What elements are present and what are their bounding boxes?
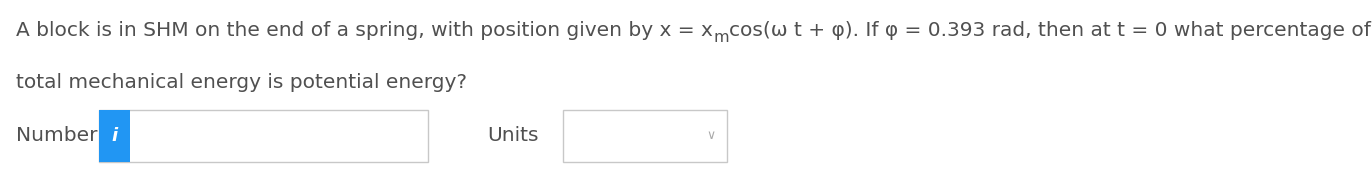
- FancyBboxPatch shape: [99, 110, 428, 162]
- Text: m: m: [713, 30, 729, 45]
- Text: ∨: ∨: [707, 129, 715, 142]
- FancyBboxPatch shape: [563, 110, 727, 162]
- Text: cos(ω t + φ). If φ = 0.393 rad, then at t = 0 what percentage of the: cos(ω t + φ). If φ = 0.393 rad, then at …: [729, 21, 1372, 40]
- Text: i: i: [111, 127, 118, 145]
- Text: total mechanical energy is potential energy?: total mechanical energy is potential ene…: [16, 73, 468, 92]
- FancyBboxPatch shape: [99, 110, 130, 162]
- Text: Number: Number: [16, 126, 97, 145]
- Text: A block is in SHM on the end of a spring, with position given by x = x: A block is in SHM on the end of a spring…: [16, 21, 713, 40]
- Text: Units: Units: [487, 126, 539, 145]
